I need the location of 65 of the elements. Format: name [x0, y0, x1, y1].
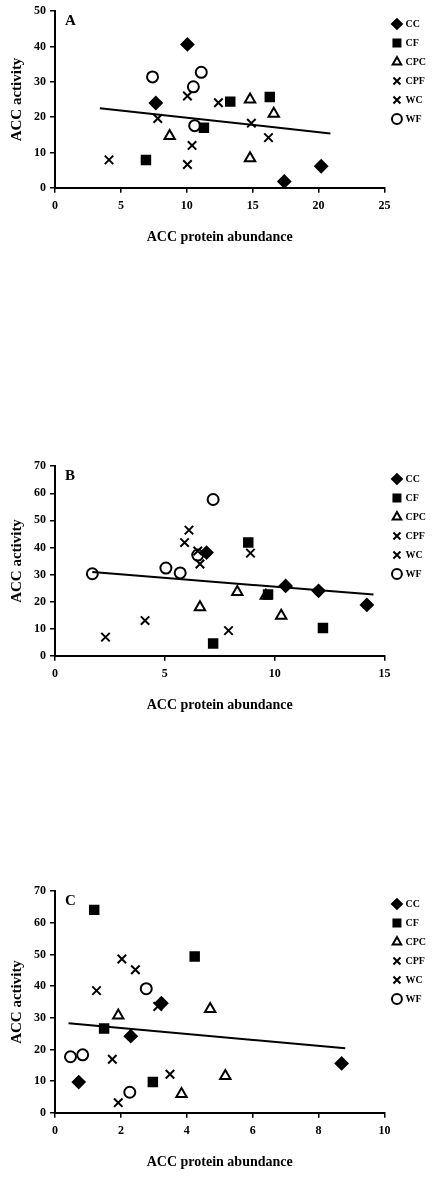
x-tick-label: 5	[117, 198, 124, 213]
x-axis-title: ACC protein abundance	[146, 697, 293, 713]
y-tick-label: 40	[34, 539, 46, 554]
x-tick-label: 4	[183, 1123, 190, 1138]
annotation: B	[65, 466, 76, 483]
legend-label: CF	[405, 916, 419, 928]
y-tick-label: 70	[34, 883, 46, 898]
y-tick-label: 40	[34, 978, 46, 993]
legend-label: CPF	[405, 529, 425, 541]
legend-label: WF	[405, 992, 422, 1004]
y-tick-label: 60	[34, 485, 46, 500]
y-axis-title: ACC activity	[7, 57, 24, 142]
x-tick-label: 20	[312, 198, 325, 213]
y-tick-label: 40	[34, 38, 46, 53]
legend-label: CC	[405, 897, 420, 909]
y-tick-label: 0	[40, 647, 46, 662]
annotation: C	[65, 891, 76, 908]
x-tick-label: 0	[52, 198, 58, 213]
y-axis-title: ACC activity	[7, 959, 24, 1044]
x-tick-label: 8	[315, 1123, 322, 1138]
legend-label: CC	[405, 17, 420, 29]
legend-label: CPF	[405, 954, 425, 966]
legend-label: CPC	[405, 510, 427, 522]
legend-label: WC	[405, 93, 423, 105]
y-tick-label: 50	[34, 512, 46, 527]
x-tick-label: 6	[249, 1123, 256, 1138]
legend-label: CF	[405, 491, 419, 503]
y-tick-label: 30	[34, 566, 46, 581]
y-tick-label: 10	[34, 1073, 46, 1088]
x-tick-label: 0	[52, 1123, 58, 1138]
x-tick-label: 2	[117, 1123, 124, 1138]
y-tick-label: 50	[34, 946, 46, 961]
y-tick-label: 70	[34, 458, 46, 473]
y-tick-label: 30	[34, 1009, 46, 1024]
x-tick-label: 0	[52, 666, 58, 681]
y-tick-label: 20	[34, 593, 46, 608]
y-tick-label: 0	[40, 179, 46, 194]
y-tick-label: 20	[34, 109, 46, 124]
x-tick-label: 10	[378, 1123, 391, 1138]
y-tick-label: 60	[34, 914, 46, 929]
legend-label: CF	[405, 36, 419, 48]
legend-label: CPC	[405, 935, 427, 947]
legend-label: WC	[405, 973, 423, 985]
annotation: A	[65, 11, 76, 28]
y-tick-label: 0	[40, 1104, 46, 1119]
x-axis-title: ACC protein abundance	[146, 1154, 293, 1170]
legend-label: WF	[405, 567, 422, 579]
legend-label: WF	[405, 112, 422, 124]
x-tick-label: 25	[378, 198, 391, 213]
x-axis-title: ACC protein abundance	[146, 229, 293, 245]
legend-label: CPC	[405, 55, 427, 67]
y-tick-label: 10	[34, 144, 46, 159]
x-tick-label: 15	[378, 666, 391, 681]
y-tick-label: 30	[34, 73, 46, 88]
x-tick-label: 10	[180, 198, 193, 213]
y-tick-label: 10	[34, 620, 46, 635]
legend-label: WC	[405, 548, 423, 560]
y-tick-label: 20	[34, 1041, 46, 1056]
y-tick-label: 50	[34, 3, 46, 18]
legend-label: CC	[405, 472, 420, 484]
x-tick-label: 15	[246, 198, 259, 213]
y-axis-title: ACC activity	[7, 518, 24, 603]
x-tick-label: 5	[161, 666, 168, 681]
legend-label: CPF	[405, 74, 425, 86]
x-tick-label: 10	[268, 666, 281, 681]
